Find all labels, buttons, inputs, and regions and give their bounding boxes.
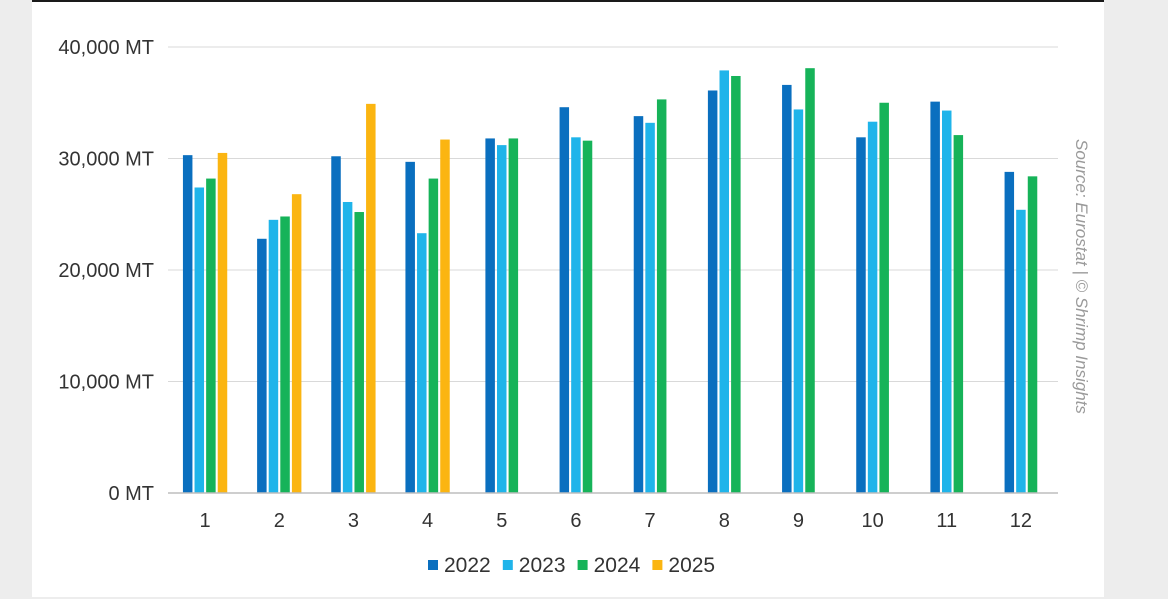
x-tick-label: 7 bbox=[645, 510, 656, 532]
legend-label: 2024 bbox=[594, 554, 641, 577]
x-tick-label: 6 bbox=[570, 510, 581, 532]
bar-2025-2 bbox=[291, 194, 302, 493]
gridlines bbox=[168, 46, 1058, 382]
bar-2022-8 bbox=[707, 90, 718, 494]
x-tick-label: 9 bbox=[793, 510, 804, 532]
source-note: Source: Eurostat | © Shrimp Insights bbox=[1072, 139, 1091, 414]
chart-card: 0 MT 10,000 MT 20,000 MT 30,000 MT 40,000 MT… bbox=[32, 0, 1104, 597]
bar-2023-5 bbox=[497, 145, 507, 493]
bar-2023-8 bbox=[719, 70, 729, 493]
bar-2022-6 bbox=[559, 107, 570, 494]
bar-2024-2 bbox=[280, 216, 290, 494]
x-tick-label: 3 bbox=[348, 510, 359, 532]
bar-2025-4 bbox=[440, 139, 450, 494]
x-tick-label: 4 bbox=[422, 510, 433, 532]
x-tick-label: 11 bbox=[936, 510, 957, 532]
legend-label: 2023 bbox=[519, 554, 566, 577]
bar-2024-3 bbox=[354, 212, 364, 493]
bar-2022-5 bbox=[485, 138, 495, 493]
x-tick-label: 1 bbox=[200, 510, 211, 532]
legend-label: 2025 bbox=[668, 554, 715, 577]
x-tick-label: 8 bbox=[719, 510, 730, 532]
bar-chart: 0 MT 10,000 MT 20,000 MT 30,000 MT 40,000 MT… bbox=[58, 37, 1091, 577]
x-tick-label: 10 bbox=[861, 510, 883, 532]
y-tick-label: 10,000 MT bbox=[58, 372, 154, 394]
bar-2022-11 bbox=[930, 101, 940, 493]
y-tick-label: 20,000 MT bbox=[58, 260, 154, 282]
bar-2025-1 bbox=[217, 152, 228, 494]
bar-2024-5 bbox=[508, 138, 519, 493]
y-axis-ticks: 0 MT 10,000 MT 20,000 MT 30,000 MT 40,000 MT bbox=[58, 37, 154, 505]
bar-2023-1 bbox=[194, 187, 205, 494]
bar-2024-10 bbox=[879, 102, 889, 493]
legend-swatch-2024 bbox=[577, 560, 588, 570]
bars bbox=[182, 68, 1038, 494]
bar-2024-4 bbox=[428, 178, 439, 493]
legend-swatch-2023 bbox=[502, 560, 513, 570]
legend-swatch-2022 bbox=[428, 560, 438, 570]
bar-2022-7 bbox=[633, 116, 644, 493]
bar-2023-11 bbox=[942, 110, 952, 494]
bar-2024-7 bbox=[656, 99, 667, 493]
bar-2024-8 bbox=[731, 75, 741, 494]
bar-2022-9 bbox=[782, 84, 792, 493]
x-tick-label: 2 bbox=[274, 510, 285, 532]
bar-2022-2 bbox=[257, 238, 267, 493]
bar-2022-3 bbox=[331, 156, 341, 493]
y-tick-label: 40,000 MT bbox=[58, 37, 154, 59]
bar-2023-12 bbox=[1016, 209, 1026, 494]
bar-2023-10 bbox=[867, 121, 878, 493]
legend: 2022 2023 2024 2025 bbox=[428, 554, 715, 577]
bar-2024-1 bbox=[206, 178, 216, 493]
bar-2022-4 bbox=[405, 161, 415, 493]
bar-2025-3 bbox=[366, 103, 376, 494]
legend-swatch-2025 bbox=[652, 560, 663, 570]
bar-2023-9 bbox=[793, 109, 804, 493]
bar-2023-3 bbox=[342, 201, 353, 494]
bar-2022-10 bbox=[856, 137, 866, 493]
x-axis-ticks: 1 2 3 4 5 6 7 8 9 10 11 12 bbox=[200, 510, 1033, 532]
bar-2024-9 bbox=[805, 68, 815, 493]
legend-label: 2022 bbox=[444, 554, 491, 577]
x-tick-label: 12 bbox=[1010, 510, 1032, 532]
bar-2022-12 bbox=[1004, 171, 1015, 493]
bar-2024-11 bbox=[953, 135, 964, 493]
y-tick-label: 0 MT bbox=[108, 483, 154, 505]
y-tick-label: 30,000 MT bbox=[58, 149, 154, 171]
bar-2024-12 bbox=[1027, 176, 1038, 493]
x-tick-label: 5 bbox=[496, 510, 507, 532]
bar-2022-1 bbox=[182, 155, 193, 493]
bar-2023-2 bbox=[268, 219, 279, 493]
bar-2023-4 bbox=[417, 233, 427, 493]
bar-2023-7 bbox=[645, 122, 655, 493]
bar-2023-6 bbox=[571, 137, 581, 493]
bar-2024-6 bbox=[582, 140, 593, 493]
